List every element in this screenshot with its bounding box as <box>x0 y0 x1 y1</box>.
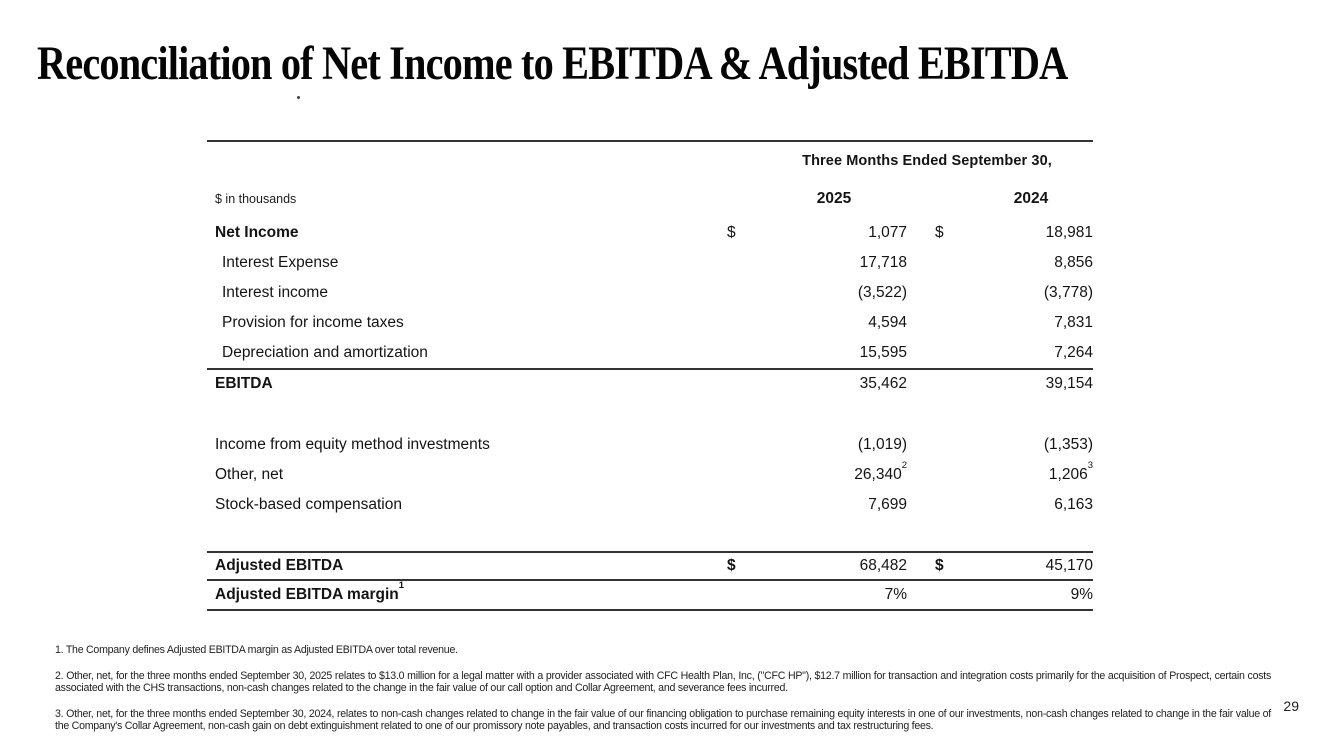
value-2025: 15,595 <box>859 344 907 361</box>
row-label: Depreciation and amortization <box>222 344 428 361</box>
table-row-depreciation-amortization: Depreciation and amortization 15,595 7,2… <box>207 338 1093 368</box>
currency-symbol: $ <box>727 557 736 574</box>
footnote-3: 3. Other, net, for the three months ende… <box>55 707 1271 733</box>
value-2025: 26,3402 <box>854 459 907 483</box>
currency-symbol: $ <box>935 557 944 574</box>
value-2024: 39,154 <box>1045 375 1093 392</box>
row-label: Other, net <box>215 466 284 483</box>
value-2024: 18,981 <box>1045 224 1093 241</box>
row-label: Interest income <box>222 284 328 301</box>
table-row-ebitda: EBITDA 35,462 39,154 <box>207 368 1093 398</box>
footnote-ref-2: 2 <box>901 459 907 471</box>
value-2025: 4,594 <box>868 314 907 331</box>
page-title: Reconciliation of Net Income to EBITDA &… <box>37 37 1068 90</box>
decorative-dot <box>297 96 300 99</box>
value-2024: 7,831 <box>1054 314 1093 331</box>
currency-symbol: $ <box>935 224 944 241</box>
value-2025: 7% <box>884 586 907 603</box>
value-2024: 1,2063 <box>1048 459 1093 483</box>
column-header-2024: 2024 <box>1013 190 1049 207</box>
table-row-net-income: Net Income $ 1,077 $ 18,981 <box>207 218 1093 248</box>
value-2025: 1,077 <box>868 224 907 241</box>
value-2025: 17,718 <box>859 254 907 271</box>
row-label: Provision for income taxes <box>222 314 404 331</box>
footnote-2: 2. Other, net, for the three months ende… <box>55 669 1271 695</box>
row-label: Income from equity method investments <box>215 436 490 453</box>
table-spacer <box>207 398 1093 430</box>
value-2024: 45,170 <box>1045 557 1093 574</box>
footnote-1: 1. The Company defines Adjusted EBITDA m… <box>55 644 458 656</box>
units-label: $ in thousands <box>215 192 297 206</box>
table-row-provision-income-taxes: Provision for income taxes 4,594 7,831 <box>207 308 1093 338</box>
footnote-ref-1: 1 <box>398 579 405 591</box>
row-label: Adjusted EBITDA <box>215 557 344 574</box>
table-row-interest-income: Interest income (3,522) (3,778) <box>207 278 1093 308</box>
table-row-stock-based-compensation: Stock-based compensation 7,699 6,163 <box>207 490 1093 520</box>
footnotes: 1. The Company defines Adjusted EBITDA m… <box>55 644 1271 733</box>
table-row-adjusted-ebitda: Adjusted EBITDA $ 68,482 $ 45,170 <box>207 551 1093 581</box>
value-2024: 8,856 <box>1054 254 1093 271</box>
currency-symbol: $ <box>727 224 736 241</box>
footnote-ref-3: 3 <box>1087 459 1093 471</box>
table-row-interest-expense: Interest Expense 17,718 8,856 <box>207 248 1093 278</box>
value-2025: (1,019) <box>857 436 907 453</box>
reconciliation-table: Three Months Ended September 30, $ in th… <box>207 140 1093 611</box>
table-row-other-net: Other, net 26,3402 1,2063 <box>207 460 1093 490</box>
value-2024: 6,163 <box>1054 496 1093 513</box>
table-spacer <box>207 520 1093 551</box>
column-header-2025: 2025 <box>816 190 852 207</box>
table-row-equity-method-investments: Income from equity method investments (1… <box>207 430 1093 460</box>
value-2025: (3,522) <box>857 284 907 301</box>
value-2025: 7,699 <box>868 496 907 513</box>
value-2025: 35,462 <box>859 375 907 392</box>
period-header: Three Months Ended September 30, <box>802 153 1052 169</box>
row-label: Interest Expense <box>222 254 339 271</box>
row-label: Net Income <box>215 224 299 241</box>
value-2024: 9% <box>1070 586 1093 603</box>
value-2024: (1,353) <box>1043 436 1093 453</box>
page-number: 29 <box>1283 698 1299 714</box>
row-label: EBITDA <box>215 375 273 392</box>
table-row-adjusted-ebitda-margin: Adjusted EBITDA margin1 7% 9% <box>207 581 1093 611</box>
row-label: Adjusted EBITDA margin1 <box>215 579 405 603</box>
table-column-header-row: $ in thousands 2025 2024 <box>207 180 1093 218</box>
value-2024: 7,264 <box>1054 344 1093 361</box>
value-2025: 68,482 <box>859 557 907 574</box>
value-2024: (3,778) <box>1043 284 1093 301</box>
table-period-header-row: Three Months Ended September 30, <box>207 142 1093 180</box>
row-label: Stock-based compensation <box>215 496 402 513</box>
